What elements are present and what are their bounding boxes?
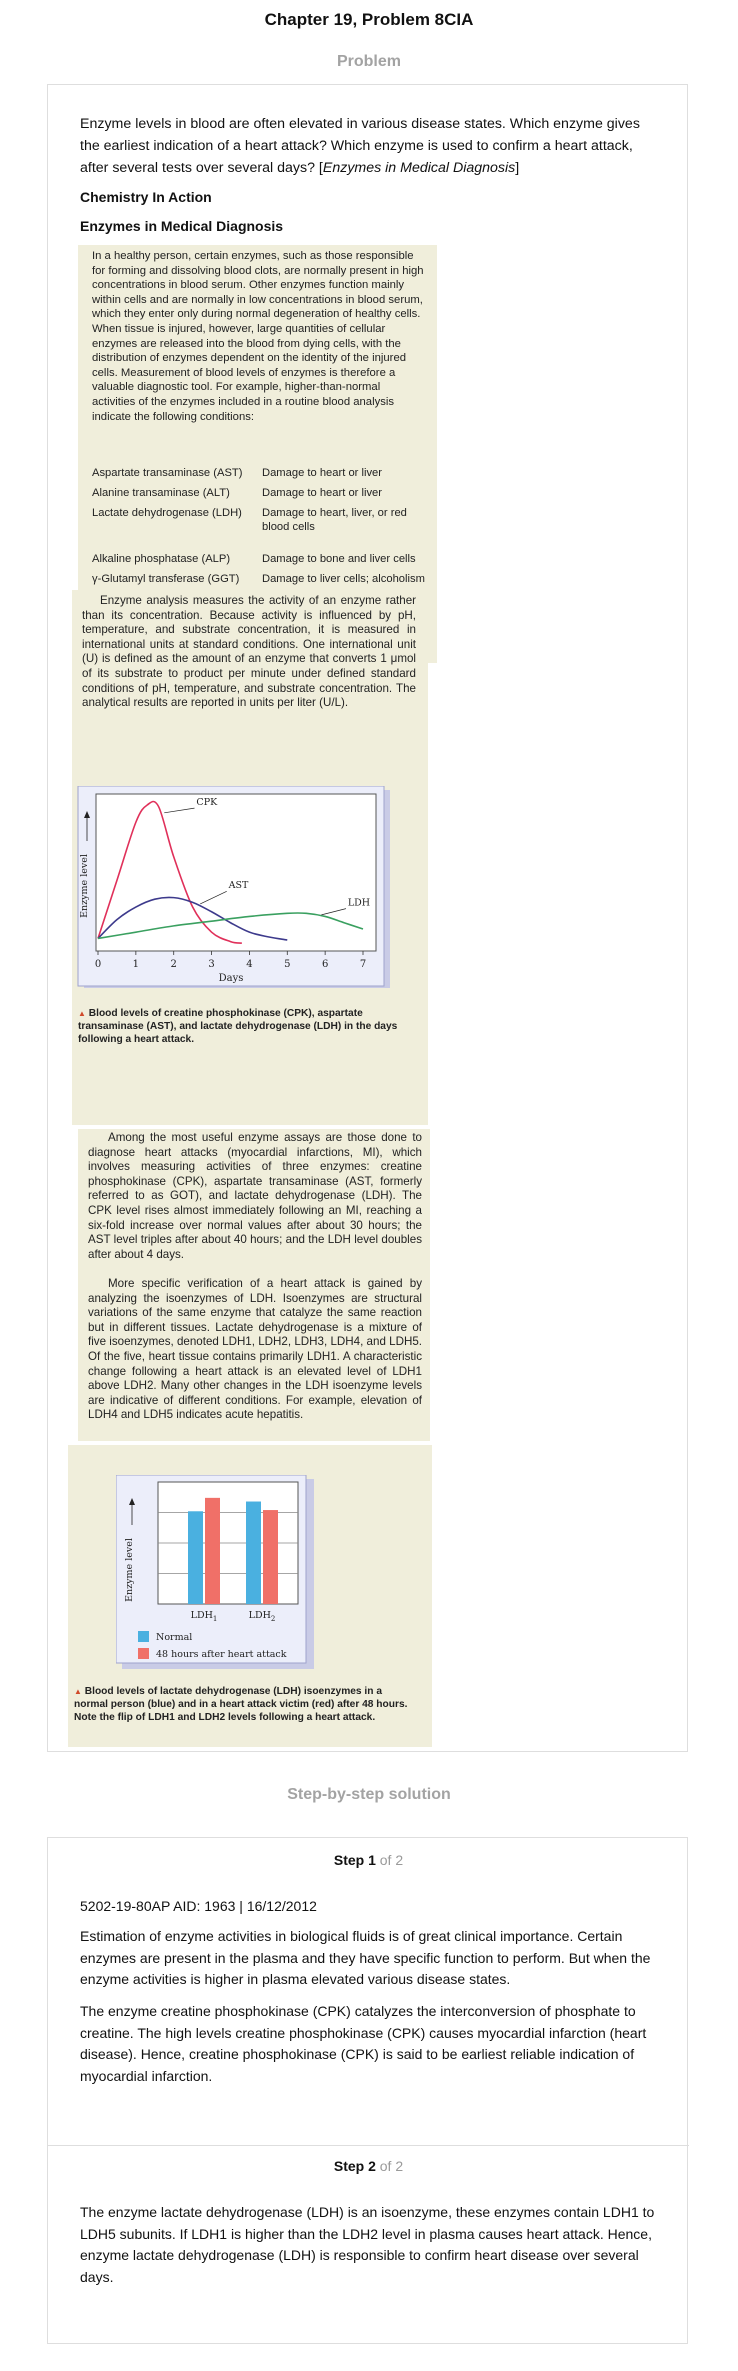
x-tick-label: 3 bbox=[208, 959, 214, 970]
step-1-id-line: 5202-19-80AP AID: 1963 | 16/12/2012 bbox=[80, 1898, 317, 1914]
legend-label-normal: Normal bbox=[156, 1632, 192, 1643]
bar-ldh1-normal bbox=[188, 1511, 203, 1604]
bar-ldh2-attack bbox=[263, 1510, 278, 1604]
enzyme-name: Alanine transaminase (ALT) bbox=[92, 487, 230, 499]
x-tick-label: 0 bbox=[95, 959, 101, 970]
article-box-analysis: Enzyme analysis measures the activity of… bbox=[72, 590, 428, 1125]
series-leader-line bbox=[164, 807, 195, 814]
line-chart-caption: ▲ Blood levels of creatine phosphokinase… bbox=[78, 1007, 418, 1046]
enzyme-name: Alkaline phosphatase (ALP) bbox=[92, 553, 231, 565]
analysis-paragraph: Enzyme analysis measures the activity of… bbox=[82, 594, 416, 710]
step-1-title: Step 1 of 2 bbox=[48, 1852, 689, 1868]
series-leader-line bbox=[200, 891, 227, 905]
series-line-ast bbox=[97, 896, 288, 941]
step-1-paragraph-1: Estimation of enzyme activities in biolo… bbox=[80, 1928, 651, 1987]
step-divider bbox=[48, 2145, 689, 2146]
page-title: Chapter 19, Problem 8CIA bbox=[264, 10, 474, 29]
enzyme-condition: Damage to liver cells; alcoholism bbox=[262, 573, 425, 585]
y-axis-label: Enzyme level bbox=[79, 854, 90, 918]
series-line-cpk bbox=[97, 800, 242, 944]
category-label: LDH2 bbox=[249, 1610, 276, 1623]
question-text: Enzyme levels in blood are often elevate… bbox=[80, 113, 660, 179]
bar-ldh1-attack bbox=[205, 1497, 220, 1604]
question-text-main: Enzyme levels in blood are often elevate… bbox=[80, 116, 640, 176]
y-axis-label: Enzyme level bbox=[124, 1538, 135, 1602]
bar-ldh2-normal bbox=[246, 1501, 261, 1604]
problem-card: Enzyme levels in blood are often elevate… bbox=[47, 84, 688, 1752]
bar-chart-caption-text: Blood levels of lactate dehydrogenase (L… bbox=[74, 1686, 408, 1723]
article-title: Enzymes in Medical Diagnosis bbox=[80, 218, 284, 234]
series-label-cpk: CPK bbox=[196, 797, 218, 808]
problem-heading: Problem bbox=[336, 53, 401, 70]
solution-card: Step 1 of 2 5202-19-80AP AID: 1963 | 16/… bbox=[47, 1837, 689, 2344]
step-1-of: of 2 bbox=[379, 1852, 404, 1868]
series-line-ldh bbox=[97, 912, 364, 940]
series-leader-line bbox=[321, 908, 347, 916]
enzyme-condition: Damage to heart or liver bbox=[262, 467, 383, 479]
line-chart-caption-text: Blood levels of creatine phosphokinase (… bbox=[78, 1008, 398, 1045]
diagnosis-paragraph-1: Among the most useful enzyme assays are … bbox=[88, 1131, 422, 1261]
enzyme-condition: Damage to bone and liver cells bbox=[262, 553, 416, 565]
x-tick-label: 7 bbox=[360, 959, 366, 970]
legend-label-attack: 48 hours after heart attack bbox=[156, 1649, 287, 1660]
legend-swatch-attack bbox=[138, 1648, 149, 1659]
y-axis-arrowhead bbox=[129, 1498, 135, 1505]
caption-triangle-icon: ▲ bbox=[74, 1687, 82, 1696]
x-axis-label: Days bbox=[219, 973, 244, 984]
x-tick-label: 1 bbox=[133, 959, 139, 970]
category-label: LDH1 bbox=[191, 1610, 218, 1623]
step-2-paragraph-1: The enzyme lactate dehydrogenase (LDH) i… bbox=[80, 2204, 655, 2285]
step-2-title: Step 2 of 2 bbox=[48, 2158, 689, 2174]
enzyme-name: Aspartate transaminase (AST) bbox=[92, 467, 243, 479]
enzyme-level-line-chart: 0 1 2 3 4 5 6 7 CPK AST LDH Days Enzyme level bbox=[77, 786, 390, 988]
article-box-isoenzyme: LDH1 LDH2 Enzyme level Normal 48 hours af… bbox=[68, 1445, 432, 1747]
step-2-of: of 2 bbox=[379, 2158, 404, 2174]
x-tick-label: 5 bbox=[284, 959, 290, 970]
legend-swatch-normal bbox=[138, 1631, 149, 1642]
step-1-label: Step 1 bbox=[333, 1852, 376, 1868]
question-reference: Enzymes in Medical Diagnosis bbox=[322, 160, 516, 176]
x-tick-label: 2 bbox=[171, 959, 177, 970]
diagnosis-paragraph-2: More specific verification of a heart at… bbox=[88, 1277, 422, 1422]
enzyme-condition: Damage to heart or liver bbox=[262, 487, 383, 499]
enzyme-condition: Damage to heart, liver, or red blood cel… bbox=[262, 507, 407, 533]
chemistry-in-action-label: Chemistry In Action bbox=[80, 189, 212, 205]
step-1-paragraph-2: The enzyme creatine phosphokinase (CPK) … bbox=[80, 2003, 647, 2084]
series-label-ast: AST bbox=[228, 880, 249, 891]
bar-chart-caption: ▲ Blood levels of lactate dehydrogenase … bbox=[74, 1685, 414, 1724]
x-tick-label: 4 bbox=[246, 959, 252, 970]
series-label-ldh: LDH bbox=[348, 897, 370, 908]
x-tick-label: 6 bbox=[322, 959, 328, 970]
y-axis-arrowhead bbox=[84, 811, 90, 818]
intro-paragraph: In a healthy person, certain enzymes, su… bbox=[92, 250, 424, 423]
enzyme-name: Lactate dehydrogenase (LDH) bbox=[92, 507, 242, 519]
question-text-end: ] bbox=[515, 160, 520, 176]
enzyme-name: γ-Glutamyl transferase (GGT) bbox=[92, 573, 240, 585]
article-box-intro: In a healthy person, certain enzymes, su… bbox=[78, 245, 437, 663]
step-2-label: Step 2 bbox=[333, 2158, 376, 2174]
article-box-diagnosis: Among the most useful enzyme assays are … bbox=[78, 1129, 430, 1441]
caption-triangle-icon: ▲ bbox=[78, 1009, 86, 1018]
ldh-isoenzyme-bar-chart: LDH1 LDH2 Enzyme level Normal 48 hours af… bbox=[116, 1475, 314, 1669]
solution-heading: Step-by-step solution bbox=[287, 1786, 451, 1803]
